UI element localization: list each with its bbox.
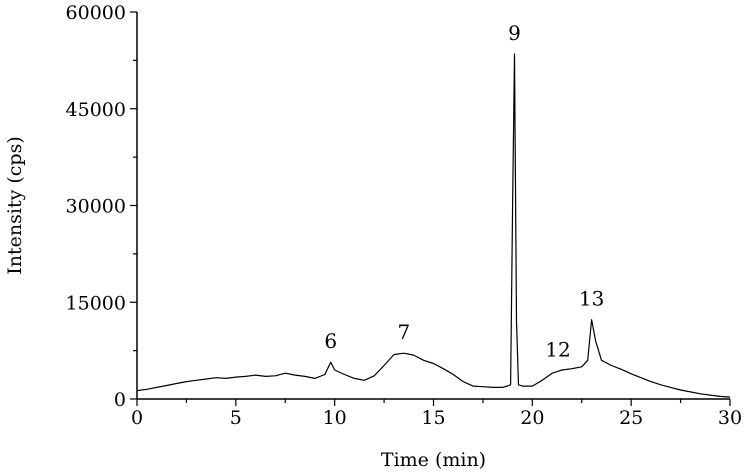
y-tick-label: 45000	[66, 99, 126, 121]
peak-label: 7	[397, 320, 410, 344]
y-tick-label: 15000	[66, 292, 126, 314]
x-tick-label: 10	[323, 407, 347, 429]
peak-label: 12	[545, 338, 570, 362]
x-tick-label: 30	[718, 407, 742, 429]
x-tick-label: 15	[421, 407, 445, 429]
peak-label: 9	[508, 21, 521, 45]
x-tick-label: 0	[131, 407, 143, 429]
peak-label: 6	[324, 329, 337, 353]
x-axis-title: Time (min)	[381, 449, 486, 471]
peak-label: 13	[579, 287, 604, 311]
series-line	[136, 53, 731, 398]
y-tick-label: 60000	[66, 2, 126, 24]
ticks: 0 5 10 15 20 25 30 0 15000 30000 45000 60000	[66, 2, 743, 429]
y-tick-label: 0	[114, 389, 126, 411]
y-tick-label: 30000	[66, 196, 126, 218]
series-layer	[136, 53, 731, 398]
x-tick-label: 25	[619, 407, 643, 429]
x-tick-label: 20	[520, 407, 544, 429]
annotations: 6 7 9 12 13	[324, 21, 604, 362]
y-axis-title: Intensity (cps)	[4, 136, 26, 274]
x-tick-label: 5	[230, 407, 242, 429]
axes	[136, 12, 730, 400]
